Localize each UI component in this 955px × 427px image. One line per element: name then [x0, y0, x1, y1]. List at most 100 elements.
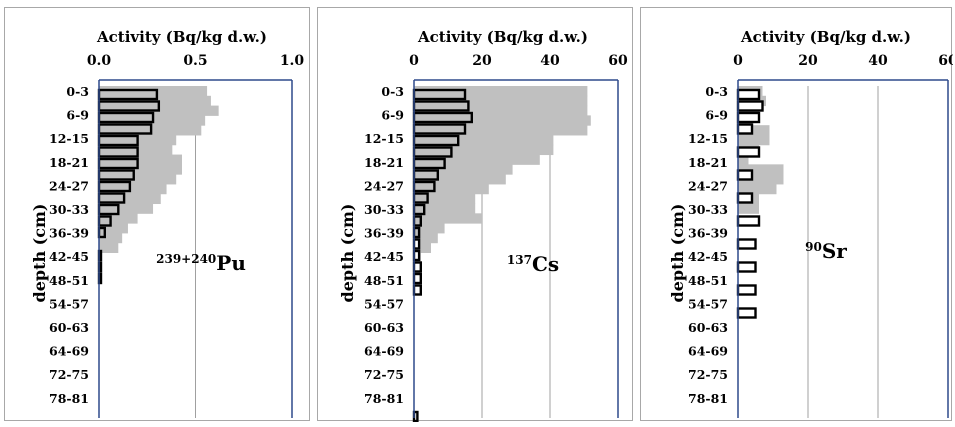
y-tick-label: 54-57: [688, 296, 728, 311]
isotope-symbol: Sr: [822, 239, 847, 263]
y-tick-label: 72-75: [688, 367, 728, 382]
gray-profile-bar: [99, 174, 177, 185]
data-bar: [412, 261, 422, 273]
y-tick-label: 36-39: [688, 226, 728, 241]
y-tick-label: 60-63: [364, 320, 404, 335]
gray-profile-bar: [738, 164, 784, 175]
data-bar: [412, 180, 436, 193]
gray-profile-bar: [99, 213, 138, 224]
data-bar: [412, 134, 460, 147]
y-tick-label: 0-3: [705, 84, 728, 99]
data-bar: [412, 215, 422, 227]
data-bar: [97, 134, 139, 147]
x-tick-label: 60: [608, 53, 628, 69]
gray-profile-bar: [738, 125, 770, 136]
gray-profile-bar: [99, 193, 161, 205]
gray-profile-bar: [738, 154, 749, 165]
gray-profile-bar: [414, 144, 554, 156]
gray-profile-bar: [414, 134, 554, 146]
data-bar: [736, 146, 761, 158]
gray-profile-bar: [99, 183, 167, 195]
gray-profile-bar: [99, 164, 182, 175]
y-tick-label: 78-81: [49, 391, 89, 406]
isotope-symbol: Pu: [216, 251, 246, 275]
data-bar: [412, 146, 453, 158]
chart-panel-sr: Activity (Bq/kg d.w.) 0 20 40 60 0-3 6-9 12-15 1…: [640, 7, 953, 421]
gray-profile-bar: [414, 203, 476, 214]
data-bar: [412, 238, 421, 250]
data-bar: [412, 100, 470, 112]
chart-title: Activity (Bq/kg d.w.): [96, 28, 267, 46]
y-tick-label: 60-63: [688, 320, 728, 335]
data-bar: [97, 88, 159, 101]
data-bar: [412, 226, 421, 239]
gray-profile-bar: [99, 242, 119, 253]
y-axis-label: depth (cm): [30, 204, 49, 303]
gray-profile-bar: [738, 183, 777, 195]
data-bar: [412, 192, 429, 204]
x-tick-label: 60: [938, 53, 953, 69]
y-tick-label: 48-51: [49, 273, 89, 288]
isotope-mass-number: 137: [507, 253, 532, 267]
isotope-label: 239+240Pu: [156, 251, 246, 275]
data-bar: [736, 238, 757, 250]
data-bar: [412, 272, 422, 285]
data-bar: [412, 88, 467, 101]
data-bar: [736, 215, 761, 227]
gray-profile-bar: [414, 105, 588, 116]
data-bar: [97, 215, 112, 227]
gray-profile-bar: [414, 242, 431, 253]
data-bar: [736, 192, 754, 204]
data-bar: [97, 192, 126, 204]
x-tick-label: 40: [540, 53, 560, 69]
gray-profile-bar: [99, 154, 182, 165]
y-tick-label: 36-39: [49, 226, 89, 241]
y-tick-label: 60-63: [49, 320, 89, 335]
y-tick-label: 6-9: [66, 108, 89, 123]
y-tick-label: 48-51: [688, 273, 728, 288]
data-bar: [97, 157, 139, 170]
isotope-mass-number: 90: [805, 240, 822, 254]
data-bar: [412, 203, 426, 216]
y-axis-label: depth (cm): [668, 204, 687, 303]
chart-title: Activity (Bq/kg d.w.): [740, 28, 911, 46]
gray-profile-bar: [738, 203, 759, 214]
y-tick-label: 30-33: [364, 202, 404, 217]
chart-svg-sr: Activity (Bq/kg d.w.) 0 20 40 60 0-3 6-9 12-15 1…: [668, 28, 953, 418]
isotope-symbol: Cs: [532, 252, 559, 276]
isotope-mass-number: 239+240: [156, 252, 216, 266]
x-tick-label: 0: [733, 53, 743, 69]
data-bar: [412, 249, 421, 262]
gray-profile-bar: [99, 232, 123, 244]
isotope-label: 137Cs: [507, 252, 559, 276]
data-bar: [97, 169, 135, 181]
data-bar: [736, 88, 761, 101]
data-bar: [97, 146, 139, 158]
chart-panel-cs: Activity (Bq/kg d.w.) 0 20 40 60 0-3 6-9 12-15 1…: [317, 7, 633, 422]
y-tick-label: 72-75: [364, 367, 404, 382]
y-tick-label: 42-45: [364, 249, 404, 264]
gray-profile-bar: [414, 183, 489, 195]
data-bar: [736, 284, 757, 296]
y-tick-label: 78-81: [688, 391, 728, 406]
y-tick-label: 24-27: [364, 178, 404, 193]
y-tick-label: 18-21: [364, 155, 404, 170]
y-tick-label: 30-33: [49, 202, 89, 217]
x-tick-label: 40: [868, 53, 888, 69]
y-tick-label: 12-15: [49, 131, 89, 146]
gray-profile-bar: [99, 203, 154, 214]
x-tick-label: 0.5: [183, 53, 207, 69]
gray-profile-bar: [414, 213, 482, 224]
y-tick-label: 24-27: [49, 178, 89, 193]
x-tick-label: 20: [798, 53, 818, 69]
gray-profile-bar: [414, 232, 438, 244]
y-tick-label: 18-21: [688, 155, 728, 170]
y-tick-label: 64-69: [49, 344, 89, 359]
gray-profile-bar: [414, 174, 506, 185]
y-tick-label: 54-57: [364, 296, 404, 311]
data-bar: [736, 169, 754, 181]
chart-title: Activity (Bq/kg d.w.): [417, 28, 588, 46]
x-tick-label: 0.0: [87, 53, 112, 69]
gray-profile-bar: [414, 223, 445, 234]
data-bar: [97, 180, 132, 193]
